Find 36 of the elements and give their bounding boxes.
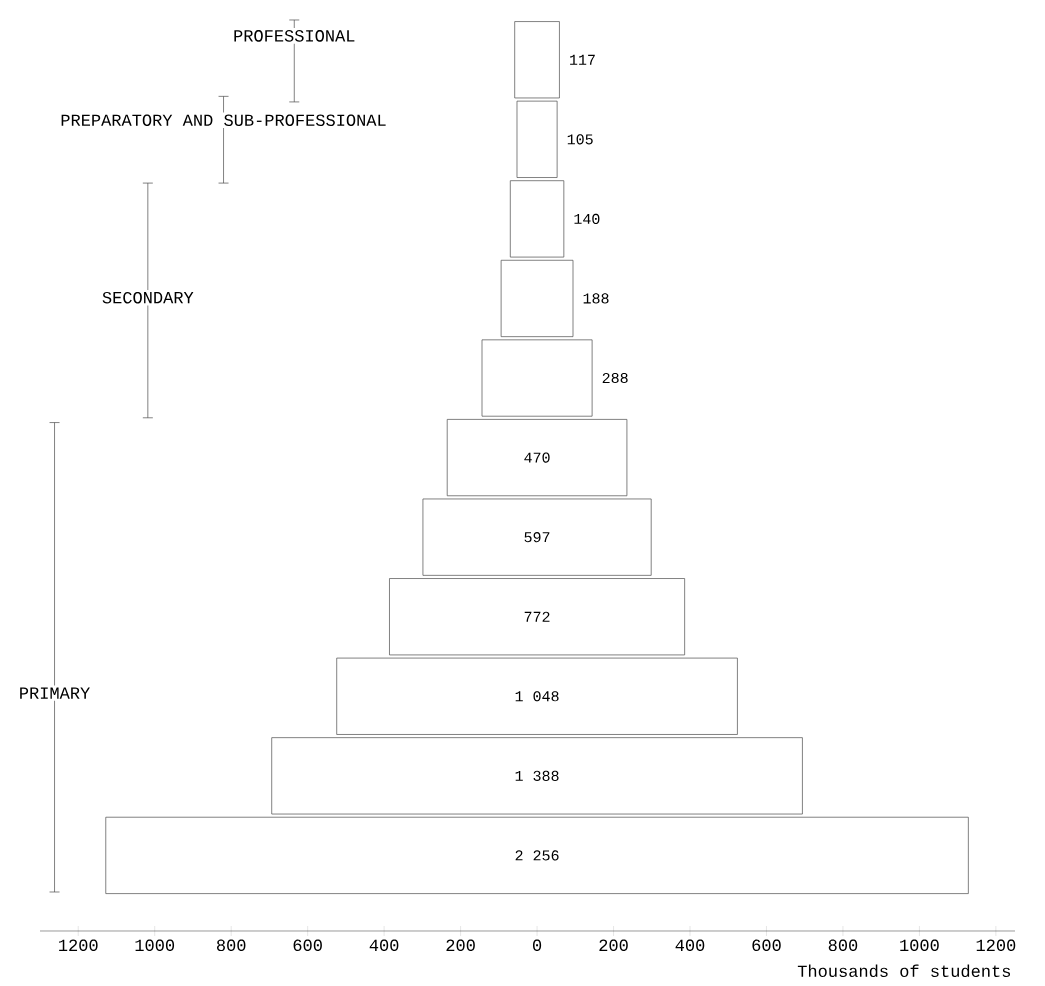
data-label: 105 — [567, 134, 593, 145]
data-label: 188 — [583, 293, 609, 304]
annotation: PRIMARY — [20, 687, 90, 699]
x-tick-label: 1200 — [59, 939, 98, 952]
data-label: 288 — [602, 372, 628, 384]
data-label: 1 048 — [515, 691, 559, 702]
data-label: 1 388 — [515, 770, 559, 781]
x-tick-label: 800 — [216, 939, 246, 952]
x-tick-label: 600 — [752, 939, 781, 952]
x-axis-title: Thousands of students — [797, 964, 1011, 978]
x-tick-label: 200 — [446, 939, 475, 952]
x-tick-label: 600 — [293, 939, 322, 952]
x-tick-label: 200 — [599, 939, 628, 952]
bar — [422, 498, 652, 576]
bar — [509, 180, 565, 258]
x-tick-label: 400 — [369, 939, 399, 952]
bar — [105, 816, 969, 894]
data-label: 772 — [524, 611, 550, 622]
x-tick-label: 1200 — [976, 939, 1016, 952]
annotation: PROFESSIONAL — [234, 30, 355, 42]
bar — [500, 259, 574, 337]
data-label: 117 — [570, 54, 595, 65]
bar — [271, 737, 803, 815]
data-label: 140 — [574, 213, 600, 224]
x-tick-label: 1000 — [135, 939, 175, 952]
data-label: 2 256 — [515, 850, 559, 861]
bar — [446, 419, 628, 497]
x-tick-label: 1000 — [900, 939, 939, 952]
data-label: 597 — [524, 532, 550, 543]
x-tick-label: 400 — [675, 939, 705, 952]
data-label: 470 — [524, 452, 550, 463]
annotation: PREPARATORY AND SUB-PROFESSIONAL — [61, 114, 386, 126]
annotation: SECONDARY — [102, 291, 194, 304]
bar — [481, 339, 593, 417]
x-tick-label: 800 — [828, 939, 858, 952]
x-tick-label: 0 — [533, 939, 542, 952]
